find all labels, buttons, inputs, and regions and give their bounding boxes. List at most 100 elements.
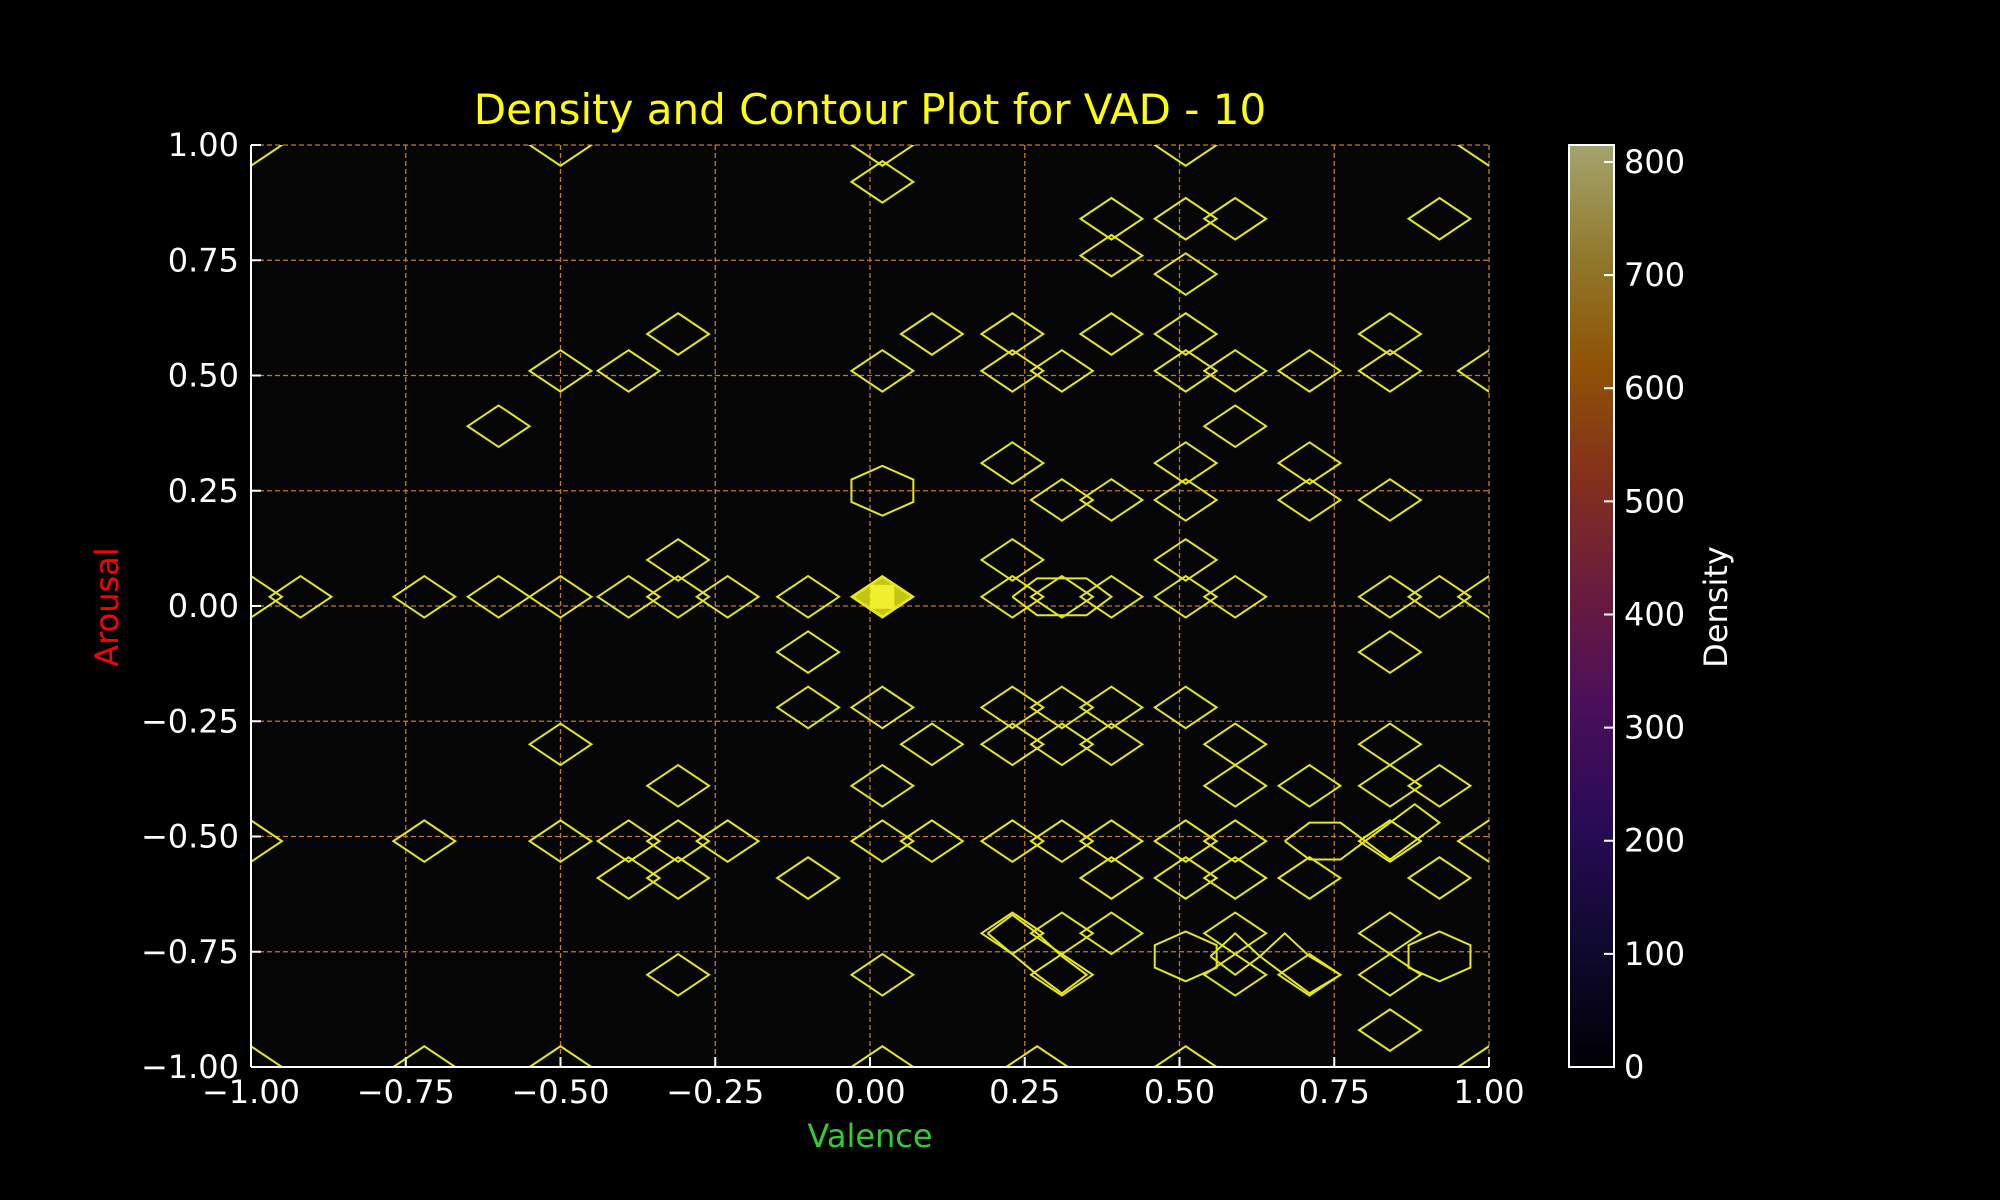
contour-diamond bbox=[1078, 911, 1145, 956]
contour-diamond bbox=[775, 630, 841, 675]
contour-diamond bbox=[1152, 819, 1219, 864]
contour-diamond bbox=[595, 819, 662, 864]
y-tick-label: −0.25 bbox=[141, 702, 239, 740]
contour-diamond bbox=[1456, 1045, 1489, 1067]
colorbar-tick-label: 200 bbox=[1624, 822, 1685, 860]
contour-diamond bbox=[979, 819, 1046, 864]
contour-diamond bbox=[849, 348, 916, 393]
contour-diamond bbox=[1078, 574, 1145, 619]
contour-diamond bbox=[645, 856, 711, 900]
colorbar-tick-label: 300 bbox=[1624, 709, 1685, 747]
chart-title: Density and Contour Plot for VAD - 10 bbox=[474, 85, 1266, 134]
contour-diamond bbox=[1078, 722, 1145, 767]
contour-diamond bbox=[1357, 911, 1423, 956]
contour-diamond bbox=[1152, 478, 1219, 522]
contour-diamond bbox=[694, 574, 761, 619]
x-tick-labels: −1.00 −0.75 −0.50 −0.25 0.00 0.25 0.50 0.75 1.00 bbox=[202, 1073, 1525, 1111]
contour-diamond bbox=[1152, 1045, 1219, 1067]
contour-diamond bbox=[527, 1045, 594, 1067]
contour-diamond bbox=[595, 574, 662, 619]
contour-diamond bbox=[1004, 1045, 1070, 1067]
contour-diamond bbox=[899, 312, 965, 356]
contour-diamond bbox=[595, 856, 662, 900]
contour-diamond bbox=[1078, 196, 1145, 241]
y-tick-labels: 1.00 0.75 0.50 0.25 0.00 −0.25 −0.50 −0.75 −1.00 bbox=[141, 126, 239, 1086]
y-tick-label: −1.00 bbox=[141, 1048, 239, 1086]
contour-diamond bbox=[1456, 819, 1489, 864]
contour-diamond bbox=[849, 159, 916, 204]
x-axis-label: Valence bbox=[807, 1117, 932, 1155]
contour-diamond bbox=[1202, 574, 1268, 619]
contour-diamond bbox=[1152, 441, 1219, 486]
contour-diamond bbox=[1078, 819, 1145, 864]
contour-diamond bbox=[1029, 348, 1095, 393]
contour-diamond bbox=[694, 819, 761, 864]
colorbar-tick-label: 700 bbox=[1624, 256, 1685, 294]
contour-diamond bbox=[1357, 630, 1423, 675]
contour-diamond bbox=[391, 819, 458, 864]
contour-diamond bbox=[391, 1045, 458, 1067]
colorbar-tick-label: 0 bbox=[1624, 1048, 1644, 1086]
contour-diamond bbox=[1152, 312, 1219, 356]
y-tick-label: 0.25 bbox=[168, 472, 239, 510]
contour-diamond bbox=[1202, 722, 1268, 767]
colorbar-tick-label: 100 bbox=[1624, 935, 1685, 973]
contour-diamond bbox=[1029, 478, 1095, 522]
contour-diamond bbox=[1078, 233, 1145, 278]
contour-diamond bbox=[1152, 348, 1219, 393]
contour-diamond bbox=[979, 348, 1046, 393]
contour-path bbox=[1209, 931, 1343, 995]
contour-diamond bbox=[1357, 574, 1423, 619]
colorbar-tick-label: 500 bbox=[1624, 482, 1685, 520]
x-tick-label: 0.25 bbox=[989, 1073, 1060, 1111]
contour-diamond bbox=[1456, 145, 1489, 167]
contour-diamond bbox=[1078, 685, 1145, 730]
contour-diamond bbox=[1029, 722, 1095, 767]
contour-diamond bbox=[849, 952, 916, 997]
contour-diamond bbox=[1078, 856, 1145, 900]
contour-diamond bbox=[849, 685, 916, 730]
contour-diamond bbox=[979, 722, 1046, 767]
contour-diamond bbox=[979, 685, 1046, 730]
contour-diamond bbox=[1456, 574, 1489, 619]
contour-diamond bbox=[465, 404, 532, 449]
density-peak-core bbox=[870, 584, 895, 609]
contour-diamond bbox=[775, 685, 841, 730]
contour-diamond bbox=[1406, 196, 1473, 241]
contour-diamond bbox=[1276, 441, 1343, 486]
colorbar bbox=[1568, 144, 1615, 1068]
contour-diamond bbox=[1202, 911, 1268, 956]
contour-diamond bbox=[1202, 196, 1268, 241]
contour-diamond bbox=[1357, 312, 1423, 356]
contour-diamond bbox=[1202, 952, 1268, 997]
contour-diamond bbox=[1357, 1008, 1423, 1053]
contour-diamond bbox=[979, 441, 1046, 486]
y-tick-label: 0.75 bbox=[168, 241, 239, 279]
y-axis-label: Arousal bbox=[88, 547, 126, 666]
x-tick-label: −0.25 bbox=[666, 1073, 764, 1111]
contour-diamond bbox=[1456, 348, 1489, 393]
contour-diamond bbox=[645, 952, 711, 997]
contour-diamond bbox=[1357, 348, 1423, 393]
contour-lines bbox=[251, 145, 1489, 1067]
contour-diamond bbox=[1357, 763, 1423, 808]
contour-diamond bbox=[1202, 348, 1268, 393]
contour-diamond bbox=[1202, 819, 1268, 864]
contour-diamond bbox=[595, 348, 662, 393]
contour-diamond bbox=[645, 312, 711, 356]
contour-diamond bbox=[979, 312, 1046, 356]
x-tick-label: −0.50 bbox=[511, 1073, 609, 1111]
contour-diamond bbox=[267, 574, 334, 619]
axes bbox=[250, 144, 1490, 1068]
contour-diamond bbox=[1406, 763, 1473, 808]
contour-diamond bbox=[1357, 722, 1423, 767]
contour-diamond bbox=[1276, 478, 1343, 522]
contour-hexagon bbox=[1407, 930, 1472, 983]
contour-diamond bbox=[849, 145, 916, 167]
contour-diamond bbox=[1406, 574, 1473, 619]
y-tick-label: −0.75 bbox=[141, 933, 239, 971]
y-tick-label: −0.50 bbox=[141, 818, 239, 856]
colorbar-tick-label: 800 bbox=[1624, 143, 1685, 181]
contour-diamond bbox=[1152, 574, 1219, 619]
